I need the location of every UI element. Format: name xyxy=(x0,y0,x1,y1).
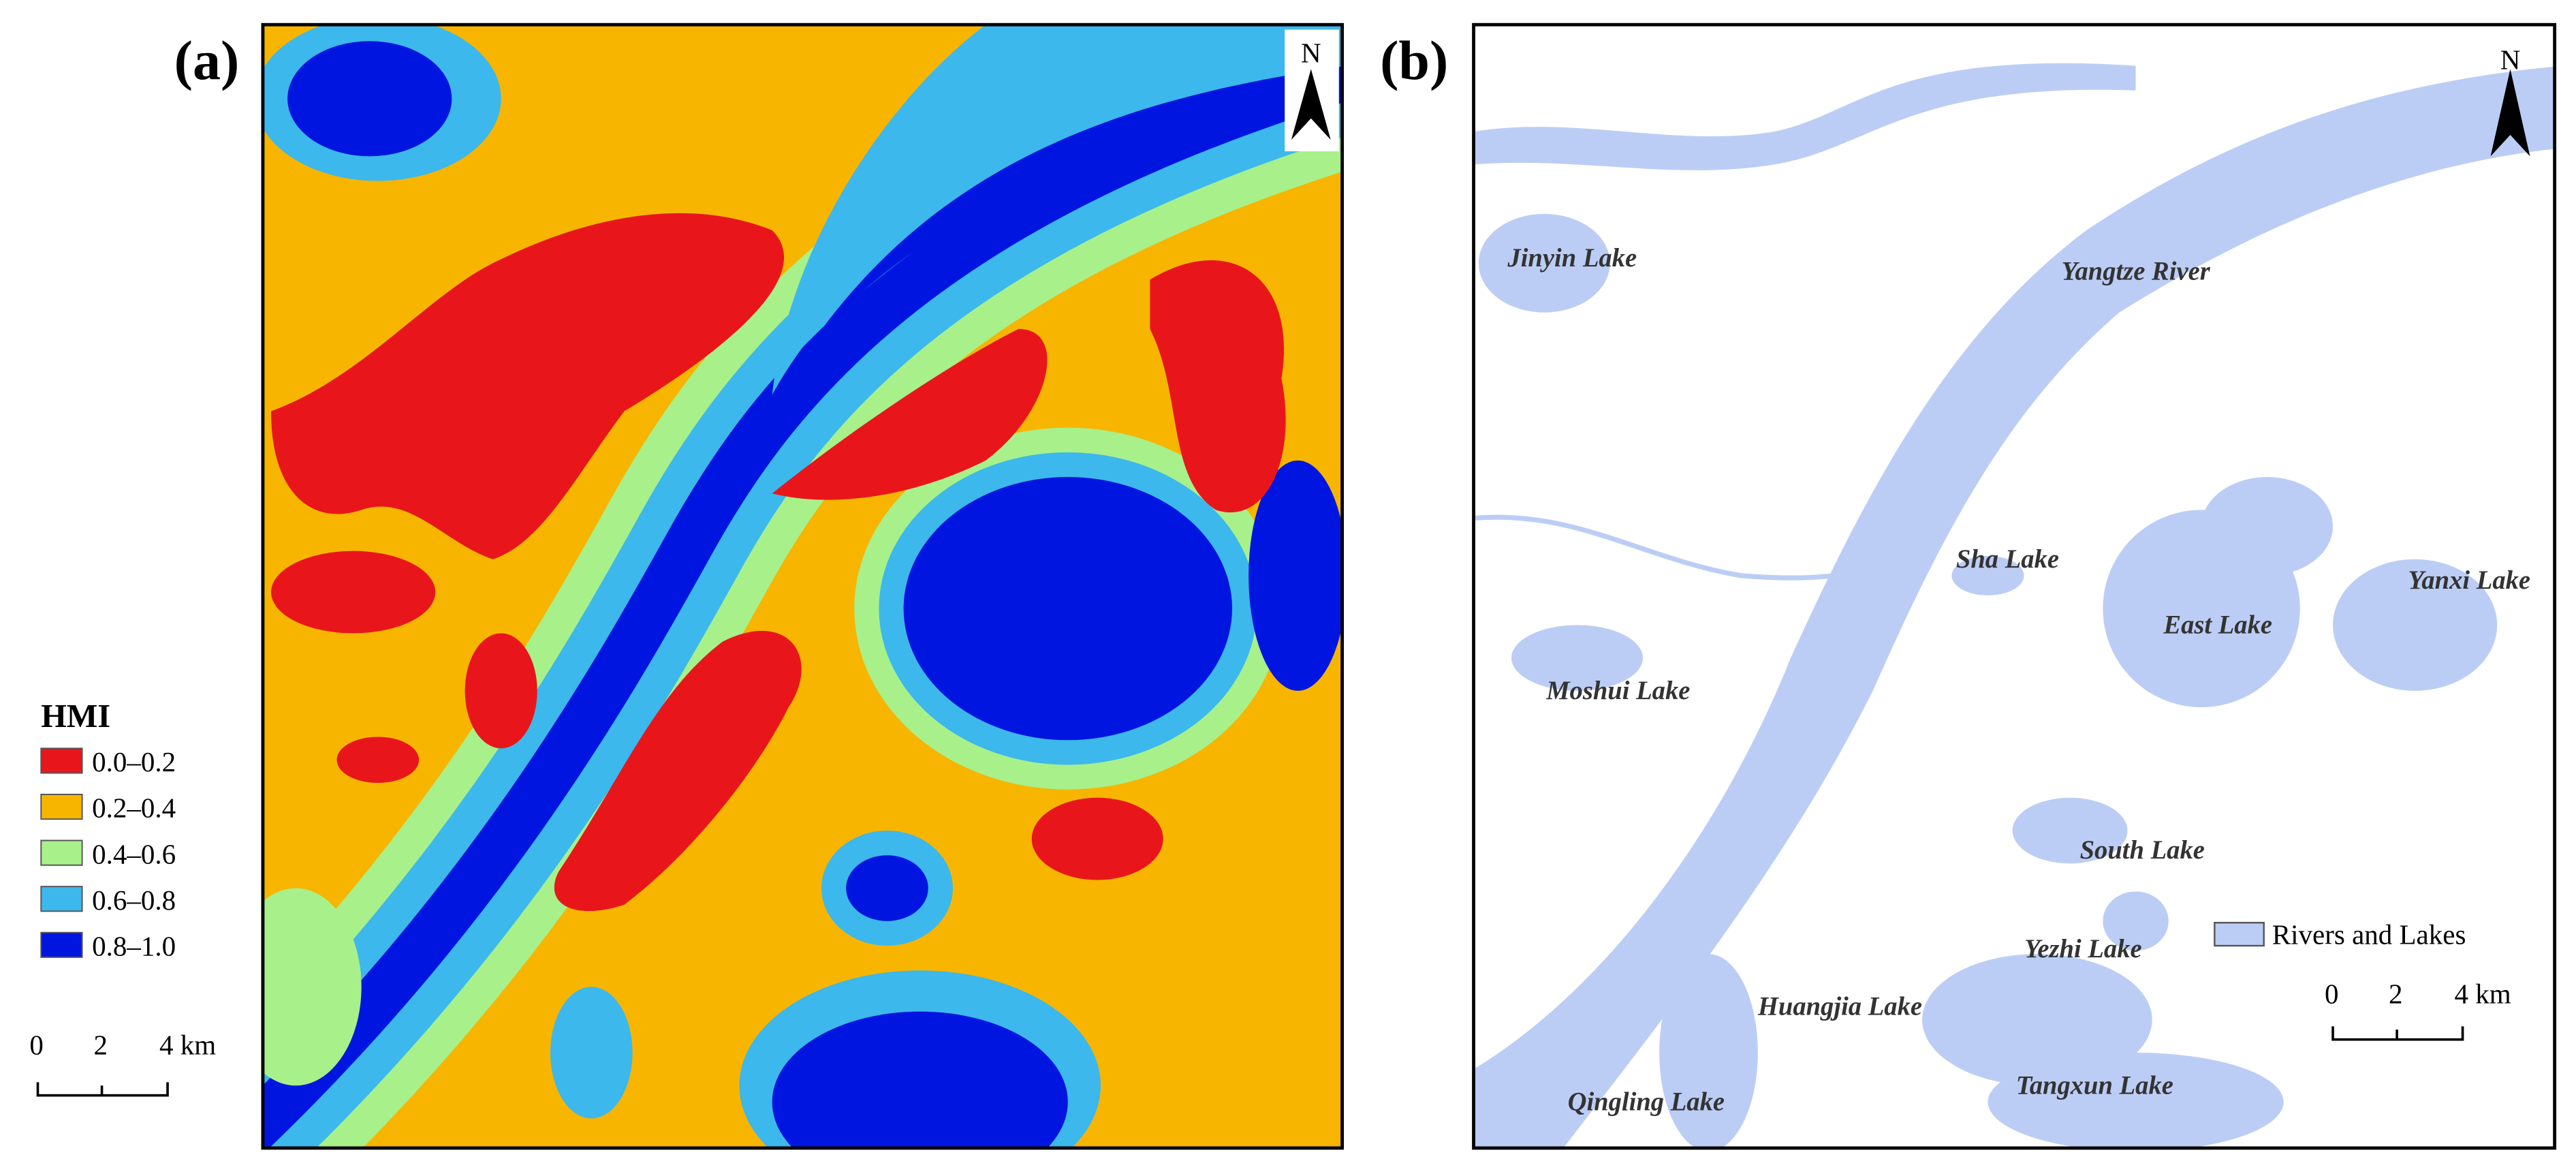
panel-label: (b) xyxy=(1380,29,1448,91)
scale-label: 2 xyxy=(2389,978,2403,1010)
lake-label: Yanxi Lake xyxy=(2408,566,2530,595)
hmi-map xyxy=(262,25,1342,1148)
legend-label: 0.4–0.6 xyxy=(92,838,176,869)
scale-label: 4 km xyxy=(2455,978,2511,1010)
lake-label: Moshui Lake xyxy=(1545,677,1690,705)
legend-label: 0.0–0.2 xyxy=(92,746,176,777)
legend-label: 0.2–0.4 xyxy=(92,792,176,824)
lake-label: Huangjia Lake xyxy=(1757,992,1922,1021)
panel-label: (a) xyxy=(174,29,240,91)
legend: 0.0–0.2 0.2–0.4 0.4–0.6 0.6–0.8 0.8–1.0 xyxy=(40,746,176,962)
lake-label: Tangxun Lake xyxy=(2016,1071,2173,1100)
scale-label: 4 km xyxy=(159,1029,216,1060)
legend-label: Rivers and Lakes xyxy=(2272,919,2466,950)
legend-swatch xyxy=(40,793,83,820)
legend-swatch xyxy=(40,931,83,958)
map-frame xyxy=(261,22,1345,1150)
north-label: N xyxy=(2500,44,2521,75)
legend-swatch xyxy=(40,886,83,912)
scale-label: 2 xyxy=(93,1029,108,1060)
legend-label: 0.6–0.8 xyxy=(92,884,176,916)
legend-title: HMI xyxy=(41,698,110,734)
legend-swatch xyxy=(40,747,83,774)
lake-label: South Lake xyxy=(2080,836,2205,865)
legend-label: 0.8–1.0 xyxy=(92,931,176,962)
scale-label: 0 xyxy=(2325,978,2339,1010)
lake-label: East Lake xyxy=(2163,610,2272,639)
water-map xyxy=(1473,25,2555,1148)
lake-label: Yezhi Lake xyxy=(2024,935,2142,963)
lake-label: Sha Lake xyxy=(1956,545,2059,574)
legend-swatch xyxy=(2214,922,2265,947)
north-label: N xyxy=(1301,37,1321,69)
map-frame xyxy=(1472,22,2557,1150)
scale-label: 0 xyxy=(29,1029,44,1060)
lake-label: Jinyin Lake xyxy=(1507,244,1637,273)
river-label: Yangtze River xyxy=(2061,257,2210,285)
scale-bar: 0 2 4 km xyxy=(29,1029,216,1097)
scale-bar: 0 2 4 km xyxy=(2325,978,2511,1041)
lake-label: Qingling Lake xyxy=(1568,1087,1725,1116)
legend-swatch xyxy=(40,839,83,866)
